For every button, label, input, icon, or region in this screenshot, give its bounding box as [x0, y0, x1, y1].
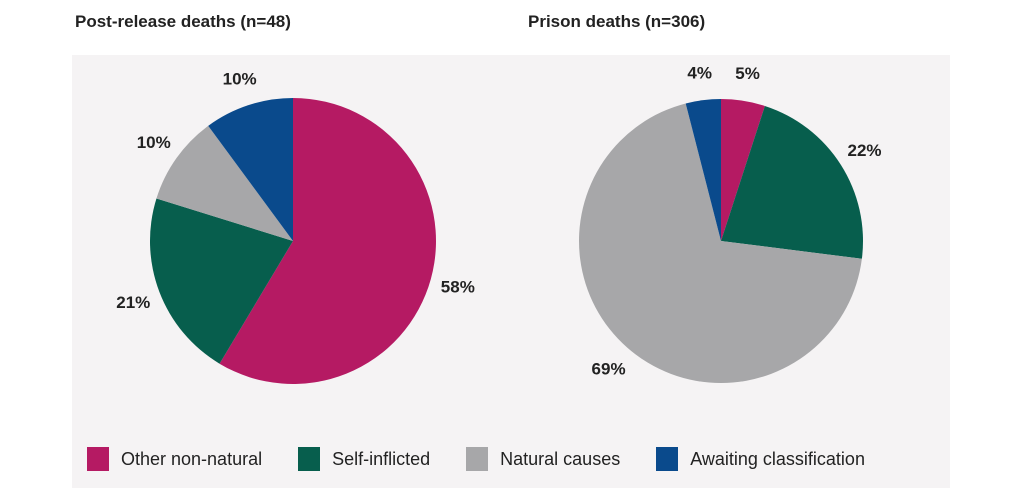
pie-slice-natural-causes	[156, 125, 293, 241]
pie-slice-natural-causes	[579, 103, 862, 384]
legend-item-other-non-natural: Other non-natural	[87, 447, 262, 471]
legend-swatch	[87, 447, 109, 471]
data-label: 22%	[848, 141, 882, 160]
legend-item-awaiting-classification: Awaiting classification	[656, 447, 865, 471]
legend-label: Awaiting classification	[690, 448, 865, 469]
chart-title-prison: Prison deaths (n=306)	[528, 12, 706, 31]
data-label: 4%	[687, 63, 712, 82]
pie-slice-awaiting-classification	[208, 98, 293, 241]
legend-item-self-inflicted: Self-inflicted	[298, 447, 430, 471]
legend: Other non-natural Self-inflicted Natural…	[87, 447, 901, 471]
legend-item-natural-causes: Natural causes	[466, 447, 620, 471]
legend-label: Self-inflicted	[332, 448, 431, 469]
pie-slice-awaiting-classification	[685, 99, 721, 241]
chart-title-post-release: Post-release deaths (n=48)	[75, 12, 291, 31]
legend-swatch	[298, 447, 321, 471]
pie-slice-self-inflicted	[721, 105, 863, 259]
pie-slice-self-inflicted	[149, 198, 293, 364]
data-label: 10%	[137, 133, 171, 152]
legend-label: Other non-natural	[121, 448, 263, 469]
data-label: 69%	[592, 360, 626, 379]
legend-swatch	[656, 447, 679, 471]
data-label: 58%	[441, 278, 475, 297]
data-label: 21%	[116, 293, 150, 312]
pie-slice-other-non-natural	[219, 98, 436, 384]
data-label: 5%	[735, 64, 760, 83]
legend-swatch	[466, 447, 489, 471]
legend-label: Natural causes	[500, 448, 621, 469]
pie-slice-other-non-natural	[721, 99, 765, 241]
data-label: 10%	[223, 70, 257, 89]
